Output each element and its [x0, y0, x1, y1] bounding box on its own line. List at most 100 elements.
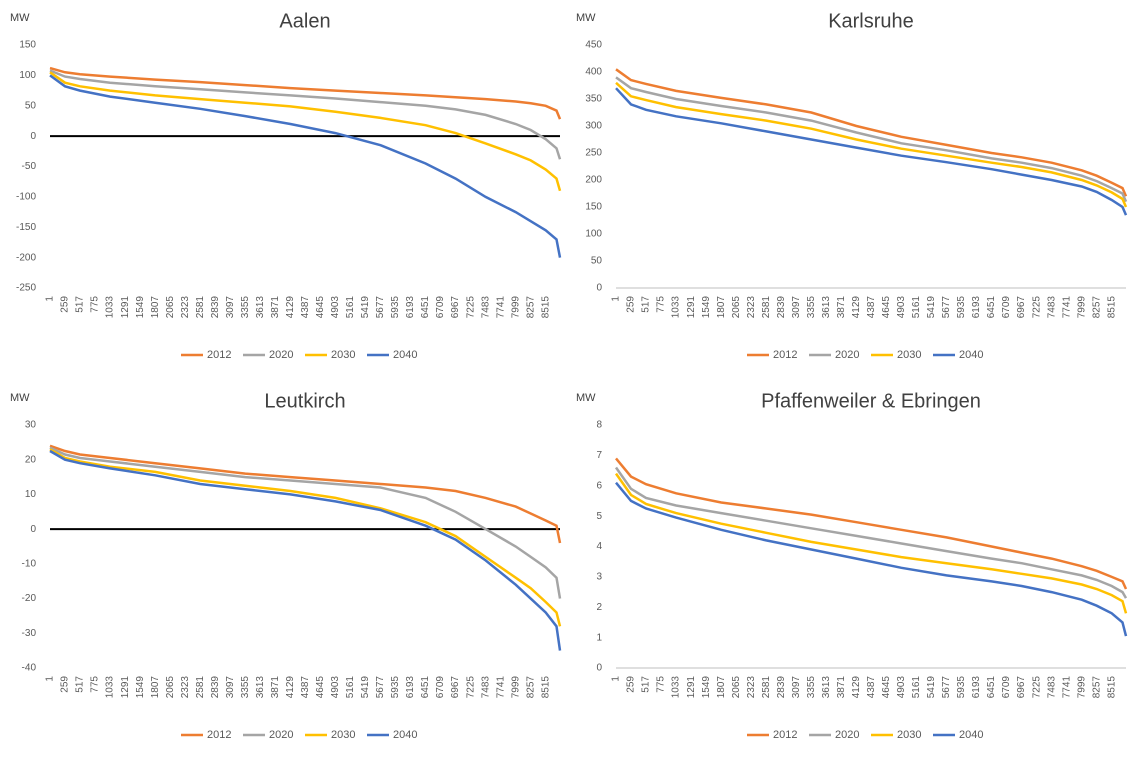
x-tick-label: 2581: [195, 296, 206, 319]
x-tick-label: 7225: [465, 676, 476, 699]
y-tick-label: 250: [585, 148, 602, 159]
x-tick-label: 6451: [420, 296, 431, 319]
y-tick-label: -10: [22, 558, 37, 569]
x-tick-label: 1549: [135, 296, 146, 319]
series-line: [615, 81, 1128, 208]
x-tick-label: 6709: [1001, 676, 1012, 699]
x-tick-label: 2065: [731, 296, 742, 319]
x-tick-label: 5677: [941, 676, 952, 699]
x-tick-label: 5161: [911, 676, 922, 699]
x-tick-label: 3097: [791, 296, 802, 319]
y-tick-label: 20: [25, 454, 37, 465]
x-tick-label: 1807: [716, 676, 727, 699]
x-tick-label: 4903: [896, 296, 907, 319]
y-axis-label: MW: [576, 392, 596, 404]
x-tick-label: 2323: [746, 676, 757, 699]
x-tick-label: 3097: [791, 676, 802, 699]
x-tick-label: 7741: [1061, 676, 1072, 699]
x-tick-label: 4903: [330, 676, 341, 699]
y-tick-label: 150: [19, 40, 36, 51]
x-tick-label: 7999: [1076, 296, 1087, 319]
y-tick-label: 200: [585, 175, 602, 186]
series-line: [49, 446, 562, 599]
series-line: [614, 472, 1128, 614]
x-tick-label: 3355: [806, 676, 817, 699]
x-tick-label: 7483: [1046, 676, 1057, 699]
legend-label: 2012: [773, 349, 797, 361]
y-tick-label: 2: [596, 602, 602, 613]
x-tick-label: 775: [90, 296, 101, 313]
x-tick-label: 775: [656, 296, 667, 313]
x-tick-label: 5419: [926, 676, 937, 699]
x-tick-label: 5419: [926, 296, 937, 319]
y-tick-label: -100: [16, 192, 36, 203]
series-line: [49, 71, 562, 192]
x-tick-label: 7483: [480, 296, 491, 319]
legend-label: 2030: [897, 349, 921, 361]
y-tick-label: 350: [585, 94, 602, 105]
y-tick-label: -40: [22, 663, 37, 674]
x-tick-label: 8257: [1091, 676, 1102, 699]
x-tick-label: 517: [641, 296, 652, 313]
legend-label: 2020: [835, 349, 859, 361]
x-tick-label: 1: [45, 296, 56, 302]
x-tick-label: 4387: [866, 296, 877, 319]
x-tick-label: 7999: [510, 296, 521, 319]
x-tick-label: 8515: [1106, 676, 1117, 699]
series-line: [615, 87, 1128, 216]
x-tick-label: 3871: [270, 296, 281, 319]
x-tick-label: 1549: [701, 676, 712, 699]
x-tick-label: 2323: [746, 296, 757, 319]
legend-label: 2040: [959, 729, 983, 741]
x-tick-label: 1807: [716, 296, 727, 319]
series-line: [49, 448, 562, 627]
series-line: [615, 457, 1128, 590]
x-tick-label: 2581: [761, 676, 772, 699]
series-line: [49, 449, 562, 651]
x-tick-label: 8257: [1091, 296, 1102, 319]
x-tick-label: 3613: [255, 296, 266, 319]
x-tick-label: 7225: [465, 296, 476, 319]
x-tick-label: 4129: [851, 676, 862, 699]
x-tick-label: 4387: [300, 676, 311, 699]
x-tick-label: 8257: [525, 676, 536, 699]
x-tick-label: 3871: [836, 296, 847, 319]
legend-label: 2012: [207, 729, 231, 741]
x-tick-label: 4129: [285, 676, 296, 699]
y-tick-label: 50: [25, 100, 37, 111]
x-tick-label: 2065: [165, 676, 176, 699]
x-tick-label: 7999: [510, 676, 521, 699]
x-tick-label: 1: [611, 676, 622, 682]
x-tick-label: 6193: [971, 676, 982, 699]
x-tick-label: 7225: [1031, 296, 1042, 319]
chart-panel: Aalen MW -250 -200 -150 -100 -50 0 50 100 150 1 259 5…: [10, 10, 562, 361]
x-tick-label: 6967: [450, 296, 461, 319]
x-tick-label: 5677: [375, 296, 386, 319]
y-tick-label: 50: [591, 256, 603, 267]
y-tick-label: 4: [596, 541, 602, 552]
x-tick-label: 259: [626, 296, 637, 313]
x-tick-label: 2839: [776, 296, 787, 319]
series-line: [615, 76, 1128, 203]
y-tick-label: 10: [25, 489, 37, 500]
x-tick-label: 3355: [240, 296, 251, 319]
x-tick-label: 3613: [255, 676, 266, 699]
chart-panel: Pfaffenweiler & Ebringen MW 0 1 2 3 4 5 6 7 8 1 259 5…: [576, 390, 1128, 741]
x-tick-label: 6451: [986, 296, 997, 319]
x-tick-label: 517: [75, 676, 86, 693]
x-tick-label: 5161: [345, 676, 356, 699]
x-tick-label: 4645: [881, 296, 892, 319]
x-tick-label: 5677: [375, 676, 386, 699]
y-tick-label: -30: [22, 628, 37, 639]
chart-title: Aalen: [279, 10, 330, 32]
legend-label: 2012: [773, 729, 797, 741]
x-tick-label: 5935: [956, 296, 967, 319]
x-tick-label: 1549: [701, 296, 712, 319]
x-tick-label: 5935: [956, 676, 967, 699]
x-tick-label: 8257: [525, 296, 536, 319]
y-tick-label: 6: [596, 480, 602, 491]
chart-title: Pfaffenweiler & Ebringen: [761, 390, 981, 412]
y-tick-label: 150: [585, 202, 602, 213]
legend-label: 2020: [835, 729, 859, 741]
